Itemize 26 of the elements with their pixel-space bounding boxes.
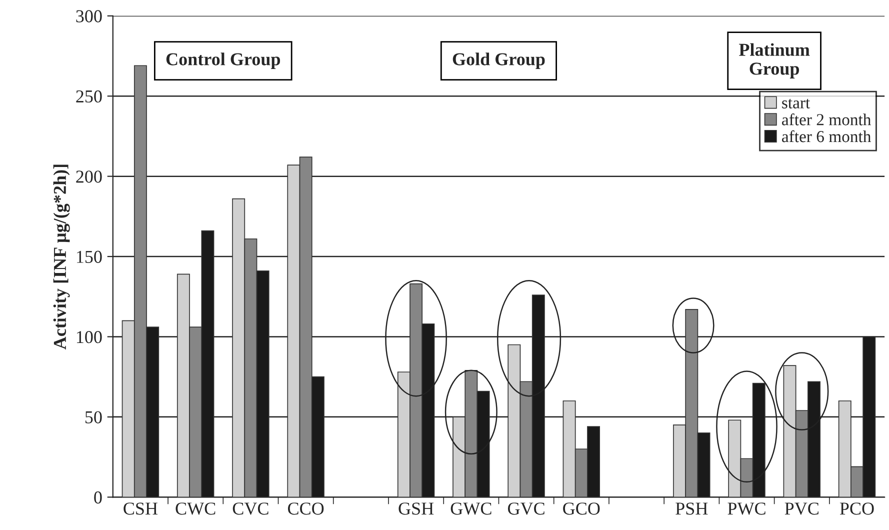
x-tick-label: PCO [840,502,874,515]
annotation: Platinum Group [739,43,810,78]
legend-label: start [782,98,810,108]
y-tick-label: 50 [85,411,102,424]
y-tick-label: 100 [76,330,102,344]
y-tick-label: 0 [94,491,102,504]
annotation: Control Group [166,52,280,70]
x-tick-label: CWC [176,502,216,515]
legend-label: after 2 month [782,113,872,126]
x-tick-label: GSH [398,502,434,515]
x-tick-label: PWC [728,502,766,515]
annotation: Gold Group [452,52,545,70]
x-tick-label: CCO [288,502,324,515]
x-tick-label: CSH [124,502,158,515]
x-tick-label: GCO [563,502,600,515]
y-tick-label: 250 [76,90,102,103]
y-tick-label: 200 [76,170,102,183]
y-axis-title: Activity [INF µg/(g*2h)] [53,164,70,350]
x-tick-label: PSH [676,502,708,515]
y-tick-label: 150 [76,250,102,263]
x-tick-label: GVC [508,502,544,515]
legend-label: after 6 month [782,130,872,142]
x-tick-label: CVC [232,502,268,515]
x-tick-label: PVC [784,502,818,515]
y-tick-label: 300 [76,10,102,22]
x-tick-label: GWC [450,502,492,515]
